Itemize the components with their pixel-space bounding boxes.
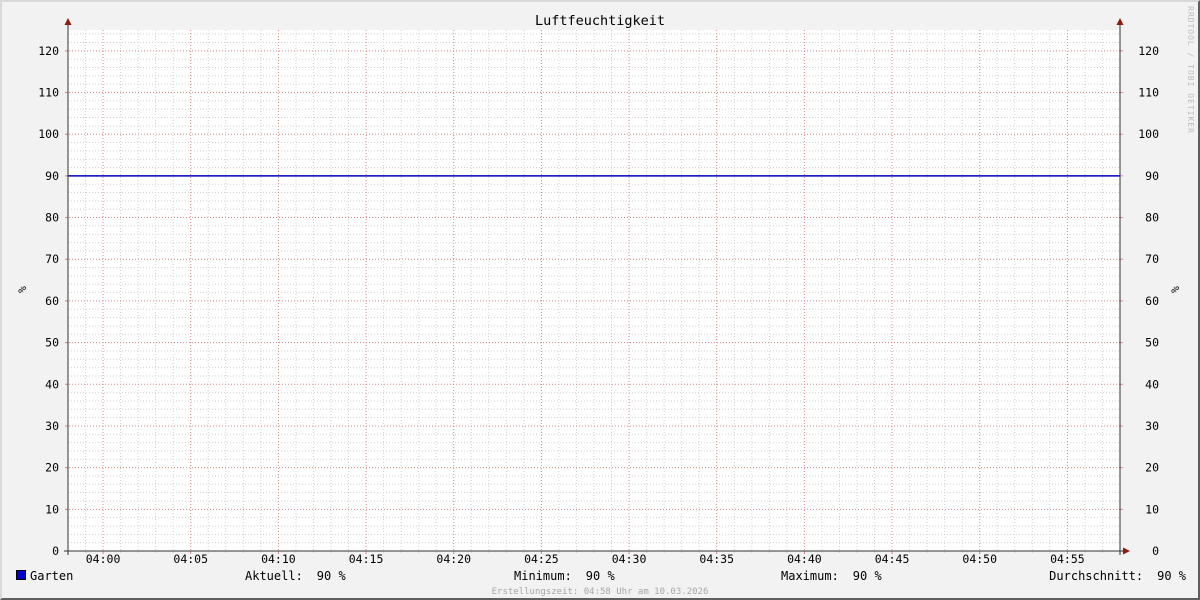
y-tick-label-left: 50 [45, 336, 59, 350]
y-axis-unit-label-right: % [1168, 286, 1182, 293]
stat-durchschnitt-label: Durchschnitt: [1049, 569, 1144, 583]
x-axis-arrow-icon [1123, 547, 1130, 555]
y-tick-label-left: 90 [45, 169, 59, 183]
y-tick-label-left: 70 [45, 252, 59, 266]
y-tick-label-left: 120 [38, 44, 59, 58]
x-tick-label: 04:05 [173, 552, 208, 566]
y-tick-label-right: 0 [1152, 544, 1159, 558]
y-tick-label-left: 60 [45, 294, 59, 308]
stat-aktuell: Aktuell: 90 % [245, 569, 346, 583]
y-tick-label-right: 10 [1145, 502, 1159, 516]
series-color-swatch [16, 570, 26, 580]
chart-title: Luftfeuchtigkeit [534, 13, 666, 29]
y-tick-label-left: 100 [38, 127, 59, 141]
y-axis-arrow-right-icon [1116, 18, 1124, 25]
x-tick-label: 04:35 [699, 552, 734, 566]
stat-maximum: Maximum: 90 % [781, 569, 882, 583]
y-tick-label-left: 30 [45, 419, 59, 433]
stat-durchschnitt-value: 90 % [1157, 569, 1186, 583]
y-tick-label-right: 50 [1145, 336, 1159, 350]
y-tick-label-left: 0 [52, 544, 59, 558]
y-tick-label-left: 110 [38, 86, 59, 100]
y-tick-label-left: 40 [45, 377, 59, 391]
y-tick-label-left: 80 [45, 211, 59, 225]
stat-durchschnitt: Durchschnitt: 90 % [1049, 569, 1186, 583]
stat-maximum-label: Maximum: [781, 569, 839, 583]
y-axis-unit-label-left: % [15, 286, 29, 293]
x-tick-label: 04:15 [349, 552, 384, 566]
stat-minimum-label: Minimum: [514, 569, 572, 583]
creation-time-text: Erstellungszeit: 04:58 Uhr am 10.03.2026 [491, 587, 709, 597]
stat-aktuell-label: Aktuell: [245, 569, 303, 583]
y-tick-label-left: 10 [45, 502, 59, 516]
x-tick-label: 04:55 [1050, 552, 1085, 566]
stat-maximum-value: 90 % [852, 569, 882, 583]
y-tick-label-right: 110 [1138, 86, 1159, 100]
legend: Garten Aktuell: 90 % Minimum: 90 % Maximum… [2, 569, 1198, 584]
x-tick-label: 04:00 [86, 552, 121, 566]
x-tick-label: 04:45 [875, 552, 910, 566]
y-tick-label-right: 30 [1145, 419, 1159, 433]
stat-aktuell-value: 90 % [316, 569, 346, 583]
y-tick-label-left: 20 [45, 461, 59, 475]
y-tick-label-right: 90 [1145, 169, 1159, 183]
y-tick-label-right: 80 [1145, 211, 1159, 225]
x-tick-label: 04:25 [524, 552, 559, 566]
plot-background [68, 30, 1120, 551]
stat-minimum: Minimum: 90 % [514, 569, 615, 583]
rrdtool-watermark: RRDTOOL / TOBI OETIKER [1186, 6, 1195, 134]
y-tick-label-right: 20 [1145, 461, 1159, 475]
x-tick-label: 04:20 [436, 552, 471, 566]
x-tick-label: 04:10 [261, 552, 296, 566]
y-tick-label-right: 100 [1138, 127, 1159, 141]
x-tick-label: 04:40 [787, 552, 822, 566]
y-tick-label-right: 40 [1145, 377, 1159, 391]
y-axis-arrow-left-icon [64, 18, 72, 25]
y-tick-label-right: 70 [1145, 252, 1159, 266]
y-tick-label-right: 120 [1138, 44, 1159, 58]
series-label: Garten [30, 569, 74, 583]
x-tick-label: 04:30 [612, 552, 647, 566]
stat-minimum-value: 90 % [585, 569, 615, 583]
y-tick-label-right: 60 [1145, 294, 1159, 308]
x-tick-label: 04:50 [962, 552, 997, 566]
